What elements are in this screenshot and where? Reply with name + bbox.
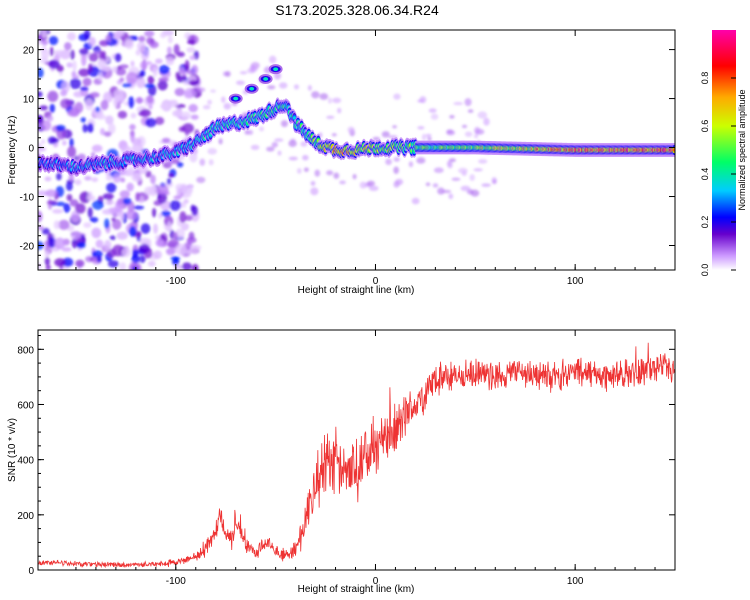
snr-ytick-label: 0 — [28, 566, 34, 577]
snr-ytick-label: 400 — [17, 456, 34, 467]
spectrogram-xlabel: Height of straight line (km) — [298, 285, 415, 296]
colorbar-gradient — [712, 30, 736, 270]
spectrogram-ylabel: Frequency (Hz) — [7, 116, 18, 185]
chart-title: S173.2025.328.06.34.R24 — [275, 2, 439, 18]
spectrogram-ytick-label: 10 — [23, 95, 35, 106]
snr-xtick-label: -100 — [166, 576, 186, 587]
colorbar: 0.0 0.2 0.4 0.6 0.8 Normalized spectral ampl… — [700, 30, 747, 276]
snr-xtick-label: 0 — [373, 576, 379, 587]
snr-ticks: -100 0 100 0 200 400 600 800 — [17, 330, 676, 587]
spectrogram-ytick-label: -10 — [20, 193, 35, 204]
spectrogram-xtick-label: -100 — [166, 276, 186, 287]
snr-ylabel: SNR (10 * v/v) — [7, 418, 18, 482]
spectrogram-ytick-label: -20 — [20, 242, 35, 253]
snr-layer — [38, 342, 675, 569]
spectrogram-frame — [37, 29, 676, 271]
spectrogram-xtick-label: 0 — [373, 276, 379, 287]
snr-line — [38, 342, 675, 569]
snr-ytick-label: 600 — [17, 400, 34, 411]
spectrogram-xtick-label: 100 — [567, 276, 584, 287]
snr-xtick-label: 100 — [567, 576, 584, 587]
colorbar-tick-label: 0.0 — [700, 264, 710, 277]
snr-panel: -100 0 100 0 200 400 600 800 Height of straight… — [7, 329, 676, 595]
heatmap-layer — [38, 30, 675, 270]
colorbar-label: Normalized spectral amplitude — [737, 89, 747, 210]
spectral-ridge — [38, 64, 675, 177]
spectrogram-ytick-label: 20 — [23, 46, 35, 57]
colorbar-tick-label: 0.4 — [700, 168, 710, 181]
colorbar-ticks: 0.0 0.2 0.4 0.6 0.8 — [700, 72, 736, 277]
snr-ytick-label: 200 — [17, 511, 34, 522]
colorbar-tick-label: 0.2 — [700, 216, 710, 229]
snr-xlabel: Height of straight line (km) — [298, 584, 415, 595]
colorbar-tick-label: 0.6 — [700, 120, 710, 133]
colorbar-tick-label: 0.8 — [700, 72, 710, 85]
spectrogram-ytick-label: 0 — [28, 144, 34, 155]
snr-frame — [37, 329, 676, 571]
spectral-noise-blobs — [38, 30, 497, 270]
snr-ytick-label: 800 — [17, 345, 34, 356]
